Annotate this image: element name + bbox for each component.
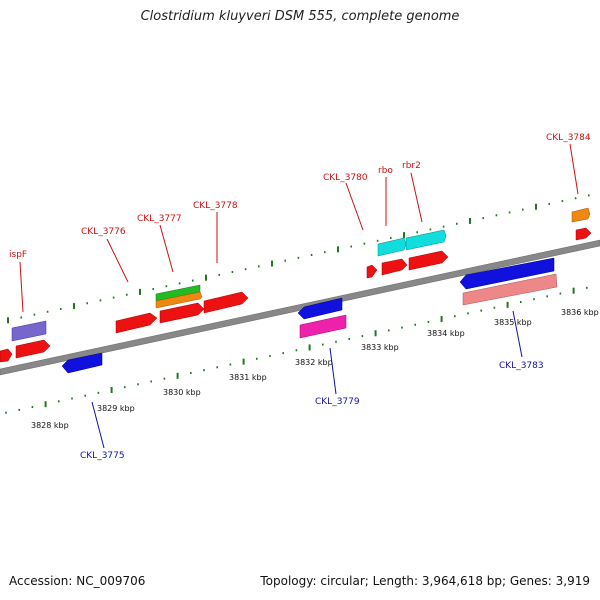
scale-label-3828: 3828 kbp: [31, 421, 69, 430]
gene-ckl3784-orange[interactable]: [571, 207, 591, 223]
leader-ckl3783: [512, 310, 523, 358]
label-ckl3775[interactable]: CKL_3775: [80, 451, 125, 461]
genome-backbone: [0, 239, 600, 376]
scale-label-3835: 3835 kbp: [494, 318, 532, 327]
gene-ckl3779-blue[interactable]: [297, 297, 343, 320]
label-rbr2[interactable]: rbr2: [402, 161, 421, 171]
gene-ckl3777-orange[interactable]: [155, 291, 203, 309]
gene-rbr2-block[interactable]: [405, 229, 447, 251]
gene-red-left[interactable]: [15, 339, 51, 359]
label-ckl3783[interactable]: CKL_3783: [499, 361, 544, 371]
scale-label-3836: 3836 kbp: [561, 308, 599, 317]
map-title: Clostridium kluyveri DSM 555, complete g…: [140, 9, 460, 24]
gene-red-small-mid[interactable]: [366, 264, 378, 279]
scale-label-3829: 3829 kbp: [97, 404, 135, 413]
label-ckl3780[interactable]: CKL_3780: [323, 173, 368, 183]
leader-ckl3779: [329, 347, 337, 395]
scale-label-3834: 3834 kbp: [427, 329, 465, 338]
genome-summary-text: Topology: circular; Length: 3,964,618 bp…: [260, 574, 590, 588]
gene-red-mid-a[interactable]: [159, 302, 205, 324]
upper-tick-row: [7, 194, 590, 324]
leader-rbr2: [410, 172, 423, 223]
leader-ckl3780: [345, 182, 364, 231]
gene-ckl3775-block[interactable]: [61, 352, 103, 374]
gene-ckl3779-magenta[interactable]: [299, 314, 347, 339]
label-ckl3779[interactable]: CKL_3779: [315, 397, 360, 407]
gene-red-right[interactable]: [575, 227, 592, 241]
gene-rbo-block[interactable]: [377, 237, 407, 257]
lower-tick-row: [5, 286, 588, 414]
label-ckl3784[interactable]: CKL_3784: [546, 133, 591, 143]
gene-ckl3776-block[interactable]: [115, 312, 158, 334]
accession-text: Accession: NC_009706: [9, 574, 146, 588]
gene-ckl3778-block[interactable]: [203, 291, 249, 314]
label-rbo[interactable]: rbo: [378, 166, 393, 176]
scale-label-3831: 3831 kbp: [229, 373, 267, 382]
gene-ispF-block[interactable]: [11, 320, 47, 342]
label-ckl3778[interactable]: CKL_3778: [193, 201, 238, 211]
gene-red-rbr2[interactable]: [408, 250, 449, 271]
label-ckl3777[interactable]: CKL_3777: [137, 214, 182, 224]
scale-label-3832: 3832 kbp: [295, 358, 333, 367]
leader-ispF: [19, 261, 24, 313]
label-ckl3776[interactable]: CKL_3776: [81, 227, 126, 237]
gene-red-rbo[interactable]: [381, 258, 408, 276]
scale-label-3833: 3833 kbp: [361, 343, 399, 352]
leader-ckl3777: [159, 224, 174, 273]
gene-ckl3783-blue[interactable]: [459, 257, 555, 290]
leader-ckl3776: [106, 238, 129, 283]
leader-ckl3784: [569, 143, 579, 195]
gene-red-left-small[interactable]: [0, 348, 13, 363]
gene-ckl3783-pink[interactable]: [462, 273, 558, 306]
leader-ckl3775: [91, 401, 105, 449]
label-ispF[interactable]: ispF: [9, 250, 27, 260]
scale-label-3830: 3830 kbp: [163, 388, 201, 397]
